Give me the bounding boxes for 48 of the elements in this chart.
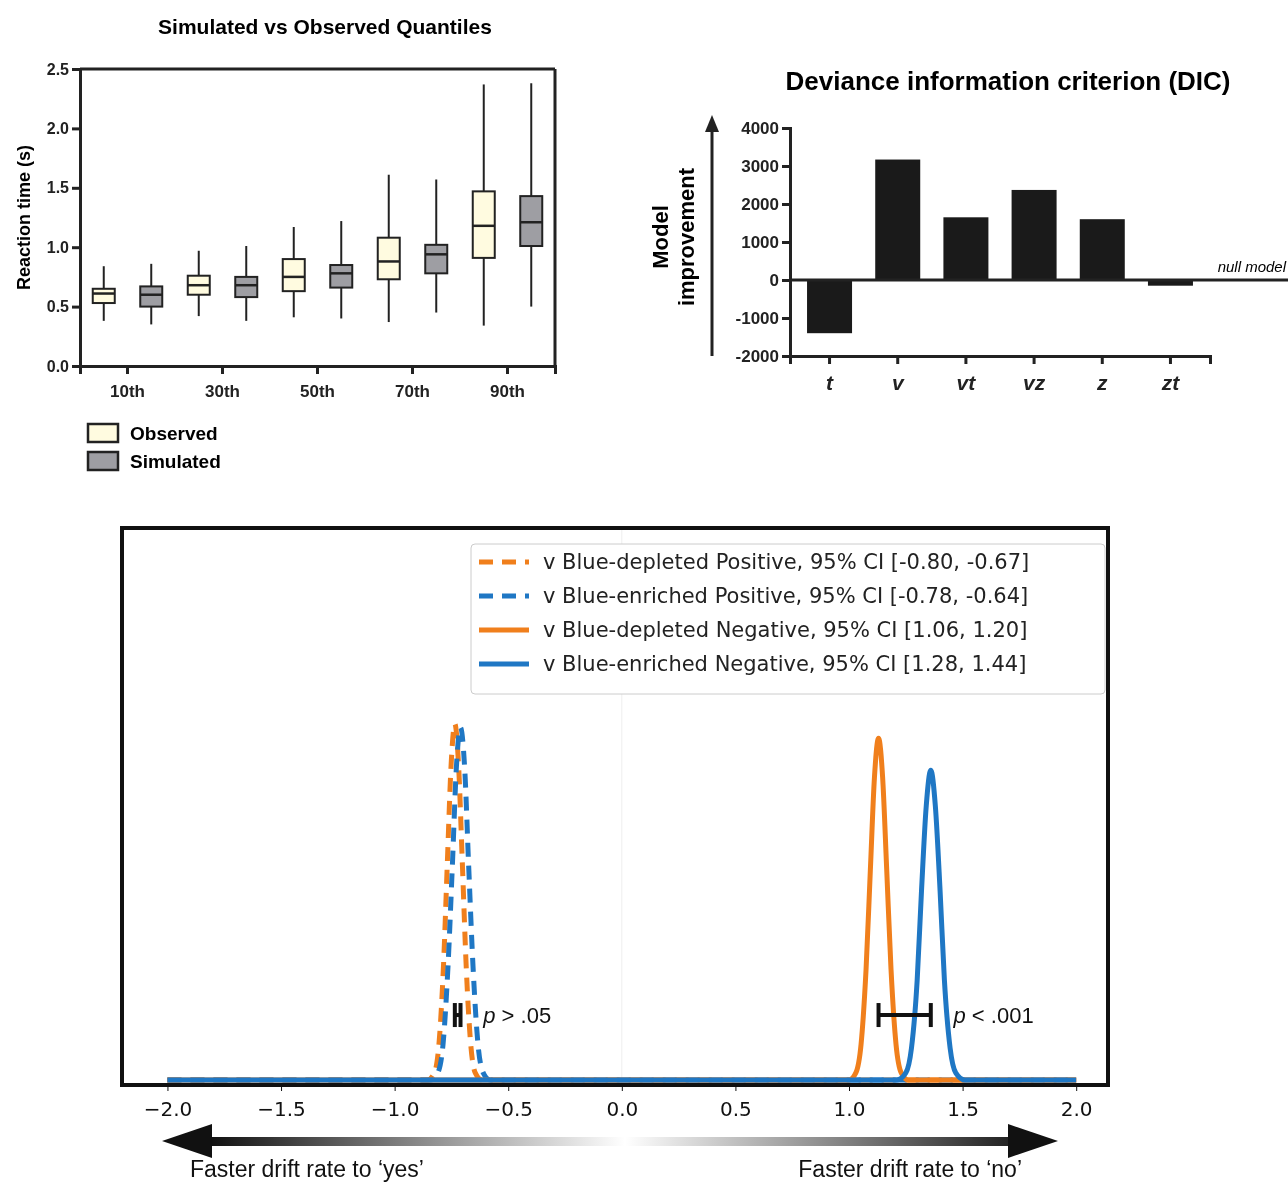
y-tick-label: 0.0 [46, 357, 70, 375]
y-tick-label: -1000 [735, 308, 779, 328]
x-tick-label: 0.0 [606, 1097, 639, 1121]
ref-line-label: null model [1217, 258, 1287, 275]
x-tick-label: −2.0 [143, 1097, 193, 1121]
x-tick-label: 50th [300, 382, 335, 402]
chart-title: Simulated vs Observed Quantiles [158, 15, 492, 38]
x-tick-label: t [826, 371, 835, 395]
legend-label: v Blue-depleted Negative, 95% CI [1.06, 1.20] [543, 618, 1028, 642]
y-tick-label: -2000 [735, 346, 779, 366]
y-tick-label: 1.0 [46, 238, 70, 256]
text: Faster drift rate to ‘no’ [798, 1156, 1022, 1182]
y-axis-title: Model improvement [648, 167, 699, 307]
annotation: p > .05 [482, 1003, 552, 1029]
x-tick-label: vz [1023, 371, 1046, 395]
legend-label: Simulated [130, 451, 221, 472]
x-tick-label: zt [1160, 371, 1181, 395]
annotation: p < .001 [952, 1003, 1034, 1029]
x-tick-label: −1.5 [257, 1097, 306, 1121]
y-tick-label: 3000 [741, 156, 779, 176]
x-tick-label: −0.5 [484, 1097, 534, 1121]
x-tick-label: 10th [110, 382, 145, 402]
legend-label: v Blue-enriched Negative, 95% CI [1.28, 1.44] [543, 652, 1027, 676]
x-tick-label: −1.0 [370, 1097, 420, 1121]
y-tick-label: 2.5 [46, 60, 70, 78]
y-tick-label: 0 [769, 270, 779, 290]
x-tick-label: 0.5 [720, 1097, 752, 1121]
y-tick-label: 0.5 [46, 298, 70, 316]
legend-label: v Blue-depleted Positive, 95% CI [-0.80, -0.67] [543, 550, 1030, 574]
y-tick-label: 2.0 [46, 120, 70, 138]
x-tick-label: 70th [395, 382, 430, 402]
legend-label: v Blue-enriched Positive, 95% CI [-0.78, -0.64] [543, 584, 1029, 608]
legend-label: Observed [130, 423, 218, 444]
y-tick-label: 1.5 [46, 179, 70, 197]
y-tick-label: 2000 [741, 194, 779, 214]
x-tick-label: 1.5 [947, 1097, 980, 1121]
y-tick-label: 1000 [741, 232, 779, 252]
x-tick-label: 30th [205, 382, 240, 402]
chart-title: Deviance information criterion (DIC) [785, 66, 1231, 96]
x-tick-label: v [891, 371, 905, 395]
x-tick-label: 1.0 [833, 1097, 866, 1121]
y-tick-label: 4000 [741, 118, 779, 138]
x-tick-label: z [1096, 371, 1109, 395]
x-tick-label: 90th [490, 382, 525, 402]
text: Faster drift rate to ‘yes’ [190, 1156, 424, 1182]
x-tick-label: 2.0 [1060, 1097, 1093, 1121]
y-axis-title: Reaction time (s) [14, 144, 34, 291]
x-tick-label: vt [956, 371, 977, 395]
